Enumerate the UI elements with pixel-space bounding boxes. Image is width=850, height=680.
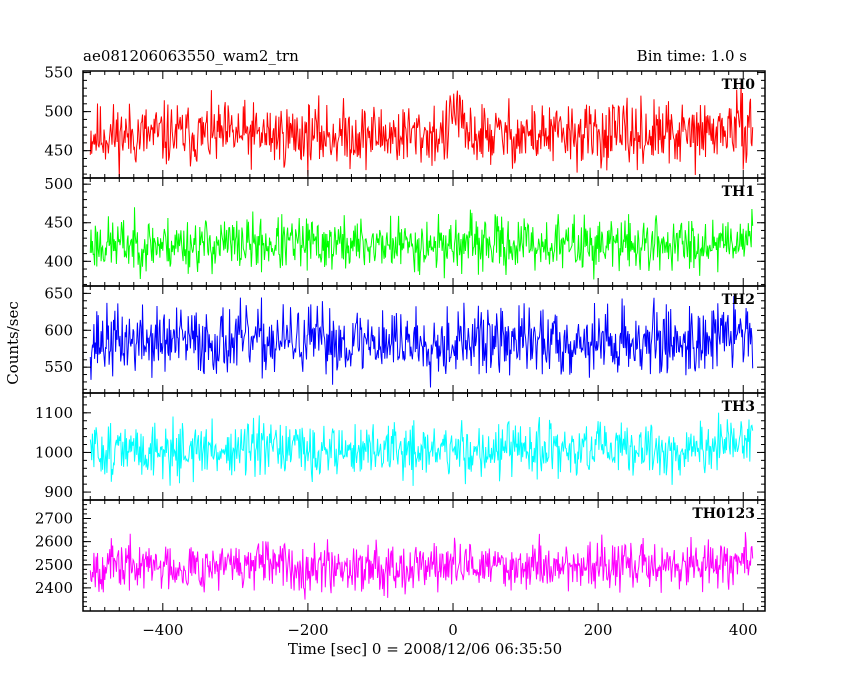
x-tick-label: −200 <box>287 621 328 639</box>
panel-th2: 550 600 650 TH2 <box>44 284 766 394</box>
x-tick-label: −400 <box>142 621 183 639</box>
y-tick-label: 450 <box>44 214 73 232</box>
y-axis-label: Counts/sec <box>4 301 22 385</box>
panel-frame <box>82 177 766 287</box>
bin-time-label: Bin time: 1.0 s <box>637 47 747 65</box>
y-tick-label: 650 <box>44 284 73 302</box>
x-tick-label: 400 <box>729 621 758 639</box>
y-tick-label: 1100 <box>35 404 73 422</box>
panel-th0: 450 500 550 TH0 <box>44 64 766 179</box>
x-tick-label: 200 <box>584 621 613 639</box>
y-tick-label: 450 <box>44 142 73 160</box>
x-axis-label: Time [sec] 0 = 2008/12/06 06:35:50 <box>288 640 562 658</box>
y-tick-label: 550 <box>44 64 73 82</box>
panel-label: TH0 <box>722 77 756 93</box>
y-tick-label: 1000 <box>35 443 73 461</box>
series-th2-line <box>89 295 754 388</box>
y-tick-label: 600 <box>44 321 73 339</box>
panel-label: TH2 <box>722 292 755 308</box>
panel-th1: 400 450 500 TH1 <box>44 175 766 287</box>
y-tick-label: 500 <box>44 103 73 121</box>
series-th3-line <box>89 412 754 486</box>
y-tick-label: 900 <box>44 483 73 501</box>
panel-th0123: 2400 2500 2600 2700 TH0123 <box>35 499 766 612</box>
y-tick-label: 550 <box>44 358 73 376</box>
panel-label: TH3 <box>722 399 755 415</box>
series-th0-line <box>89 81 754 178</box>
y-tick-label: 500 <box>44 175 73 193</box>
y-tick-label: 400 <box>44 252 73 270</box>
series-th1-line <box>89 207 754 280</box>
panel-th3: 900 1000 1100 TH3 <box>35 392 766 501</box>
panel-label: TH0123 <box>692 506 755 522</box>
x-tick-label: 0 <box>448 621 458 639</box>
panel-label: TH1 <box>722 184 755 200</box>
series-th0123-line <box>89 532 754 600</box>
chart-title: ae081206063550_wam2_trn <box>83 47 299 65</box>
y-tick-label: 2700 <box>35 510 73 528</box>
panels-group: 450 500 550 TH0 400 450 500 TH1 550 600 650 TH2 900 1… <box>35 64 766 639</box>
y-tick-label: 2600 <box>35 533 73 551</box>
y-tick-label: 2400 <box>35 579 73 597</box>
y-tick-label: 2500 <box>35 556 73 574</box>
